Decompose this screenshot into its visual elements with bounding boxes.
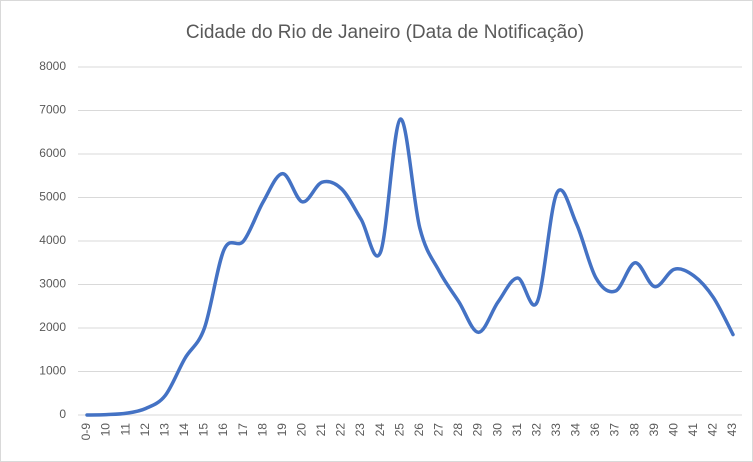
x-tick-label: 27 <box>432 423 446 437</box>
y-tick-label: 2000 <box>39 320 66 334</box>
x-tick-label: 28 <box>451 423 465 437</box>
line-series <box>85 117 735 417</box>
x-tick-label: 12 <box>138 423 152 437</box>
x-tick-label: 32 <box>529 423 543 437</box>
y-tick-label: 7000 <box>39 103 66 117</box>
x-tick-label: 43 <box>725 423 739 437</box>
y-tick-label: 0 <box>59 407 66 421</box>
x-tick-label: 18 <box>255 423 269 437</box>
y-tick-label: 1000 <box>39 364 66 378</box>
x-tick-label: 29 <box>471 423 485 437</box>
x-tick-label: 21 <box>314 423 328 437</box>
y-tick-label: 8000 <box>39 59 66 73</box>
y-tick-label: 6000 <box>39 146 66 160</box>
x-tick-label: 26 <box>412 423 426 437</box>
x-tick-label: 15 <box>197 423 211 437</box>
x-tick-label: 25 <box>392 423 406 437</box>
x-tick-label: 13 <box>157 423 171 437</box>
x-tick-label: 20 <box>295 423 309 437</box>
y-tick-label: 5000 <box>39 190 66 204</box>
x-tick-label: 24 <box>373 423 387 437</box>
y-tick-label: 4000 <box>39 233 66 247</box>
x-tick-label: 14 <box>177 423 191 437</box>
x-tick-label: 39 <box>647 423 661 437</box>
x-tick-label: 19 <box>275 423 289 437</box>
x-tick-label: 16 <box>216 423 230 437</box>
x-tick-label: 33 <box>549 423 563 437</box>
x-tick-label: 31 <box>510 423 524 437</box>
x-tick-label: 36 <box>588 423 602 437</box>
x-tick-label: 34 <box>569 423 583 437</box>
x-tick-label: 40 <box>666 423 680 437</box>
x-tick-label: 38 <box>627 423 641 437</box>
x-tick-label: 10 <box>99 423 113 437</box>
x-tick-label: 37 <box>608 423 622 437</box>
x-tick-label: 22 <box>334 423 348 437</box>
x-tick-label: 23 <box>353 423 367 437</box>
x-tick-label: 42 <box>706 423 720 437</box>
x-tick-label: 11 <box>118 423 132 436</box>
x-tick-label: 30 <box>490 423 504 437</box>
x-tick-label: 0-9 <box>79 423 93 441</box>
x-tick-label: 17 <box>236 423 250 437</box>
x-tick-label: 41 <box>686 423 700 437</box>
chart-title: Cidade do Rio de Janeiro (Data de Notifi… <box>186 22 584 43</box>
y-tick-label: 3000 <box>39 277 66 291</box>
